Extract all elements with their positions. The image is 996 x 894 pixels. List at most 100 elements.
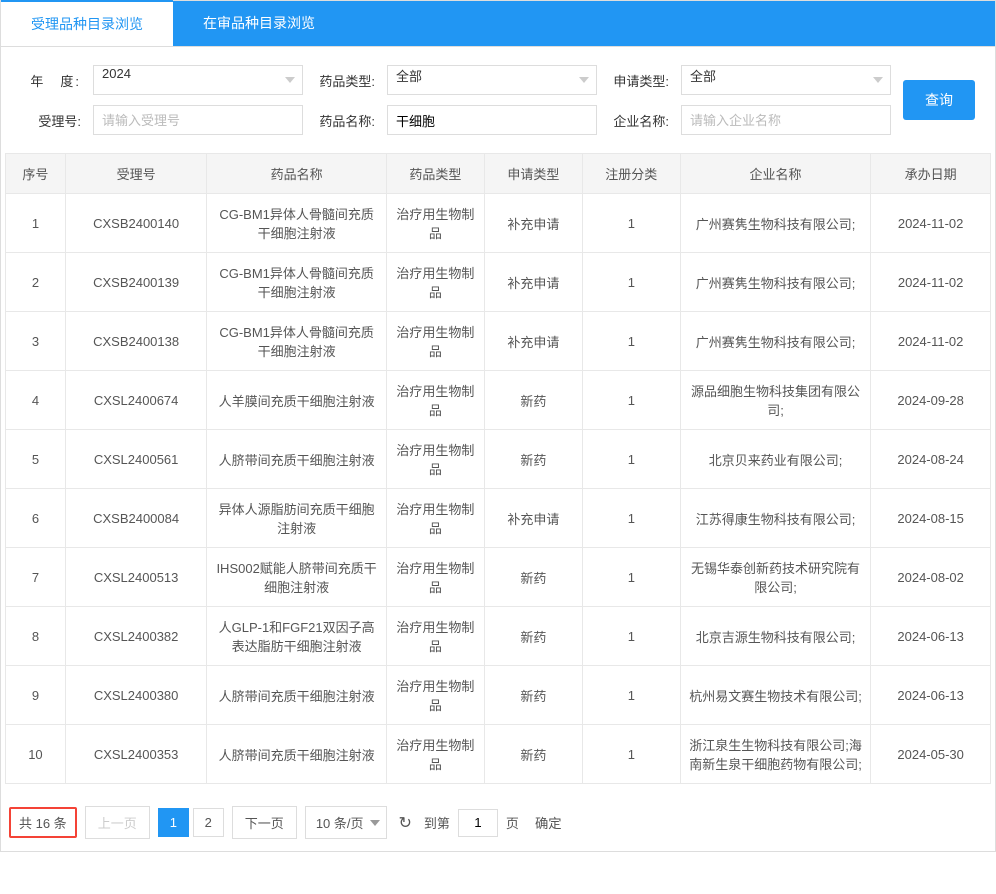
per-page-label: 10 条/页 — [316, 816, 364, 831]
cell-reg_class: 1 — [582, 548, 680, 607]
drug-name-input[interactable] — [387, 105, 597, 135]
query-button[interactable]: 查询 — [903, 80, 975, 120]
year-select[interactable]: 2024 — [93, 65, 303, 95]
table-row: 7CXSL2400513IHS002赋能人脐带间充质干细胞注射液治疗用生物制品新… — [6, 548, 991, 607]
cell-company: 江苏得康生物科技有限公司; — [680, 489, 870, 548]
cell-apply_type: 补充申请 — [484, 253, 582, 312]
main-container: 受理品种目录浏览 在审品种目录浏览 年 度: 2024 药品类型: 全部 申请类… — [0, 0, 996, 852]
cell-date: 2024-08-15 — [871, 489, 991, 548]
cell-seq: 3 — [6, 312, 66, 371]
page-suffix: 页 — [506, 813, 519, 832]
cell-drug_type: 治疗用生物制品 — [386, 194, 484, 253]
cell-company: 无锡华泰创新药技术研究院有限公司; — [680, 548, 870, 607]
cell-drug_type: 治疗用生物制品 — [386, 430, 484, 489]
table-row: 9CXSL2400380人脐带间充质干细胞注射液治疗用生物制品新药1杭州易文赛生… — [6, 666, 991, 725]
cell-drug_type: 治疗用生物制品 — [386, 253, 484, 312]
cell-accept_no: CXSL2400353 — [65, 725, 206, 784]
cell-drug_type: 治疗用生物制品 — [386, 548, 484, 607]
year-label: 年 度: — [21, 71, 81, 90]
table-row: 5CXSL2400561人脐带间充质干细胞注射液治疗用生物制品新药1北京贝来药业… — [6, 430, 991, 489]
cell-apply_type: 补充申请 — [484, 312, 582, 371]
pagination-bar: 共 16 条 上一页 1 2 下一页 10 条/页 ↻ 到第 页 确定 — [1, 794, 995, 851]
cell-accept_no: CXSB2400139 — [65, 253, 206, 312]
cell-drug_name: 人脐带间充质干细胞注射液 — [207, 666, 387, 725]
table-row: 3CXSB2400138CG-BM1异体人骨髓间充质干细胞注射液治疗用生物制品补… — [6, 312, 991, 371]
caret-icon — [370, 820, 380, 826]
cell-date: 2024-09-28 — [871, 371, 991, 430]
cell-date: 2024-11-02 — [871, 253, 991, 312]
cell-seq: 8 — [6, 607, 66, 666]
cell-apply_type: 补充申请 — [484, 489, 582, 548]
company-label: 企业名称: — [609, 111, 669, 130]
table-row: 10CXSL2400353人脐带间充质干细胞注射液治疗用生物制品新药1浙江泉生生… — [6, 725, 991, 784]
cell-reg_class: 1 — [582, 725, 680, 784]
prev-page-button[interactable]: 上一页 — [85, 806, 150, 839]
drug-type-label: 药品类型: — [315, 71, 375, 90]
page-number-1[interactable]: 1 — [158, 808, 189, 837]
cell-drug_name: 异体人源脂肪间充质干细胞注射液 — [207, 489, 387, 548]
results-table: 序号 受理号 药品名称 药品类型 申请类型 注册分类 企业名称 承办日期 1 CX… — [5, 153, 991, 784]
cell-drug_name: CG-BM1异体人骨髓间充质干细胞注射液 — [207, 194, 387, 253]
tab-accepted[interactable]: 受理品种目录浏览 — [1, 0, 173, 46]
company-wrap — [681, 105, 891, 135]
th-company: 企业名称 — [680, 154, 870, 194]
cell-drug_name: IHS002赋能人脐带间充质干细胞注射液 — [207, 548, 387, 607]
per-page-select[interactable]: 10 条/页 — [305, 806, 387, 839]
cell-drug_name: CG-BM1异体人骨髓间充质干细胞注射液 — [207, 312, 387, 371]
cell-company: 源品细胞生物科技集团有限公司; — [680, 371, 870, 430]
cell-accept_no: CXSL2400382 — [65, 607, 206, 666]
cell-date: 2024-11-02 — [871, 194, 991, 253]
drug-name-wrap — [387, 105, 597, 135]
refresh-icon[interactable]: ↻ — [395, 813, 416, 833]
cell-seq: 10 — [6, 725, 66, 784]
cell-drug_type: 治疗用生物制品 — [386, 666, 484, 725]
th-drug-name: 药品名称 — [207, 154, 387, 194]
cell-seq: 4 — [6, 371, 66, 430]
cell-accept_no: CXSL2400380 — [65, 666, 206, 725]
cell-drug_type: 治疗用生物制品 — [386, 607, 484, 666]
cell-reg_class: 1 — [582, 312, 680, 371]
cell-seq: 9 — [6, 666, 66, 725]
table-row: 4CXSL2400674人羊膜间充质干细胞注射液治疗用生物制品新药1源品细胞生物… — [6, 371, 991, 430]
next-page-button[interactable]: 下一页 — [232, 806, 297, 839]
th-seq: 序号 — [6, 154, 66, 194]
cell-accept_no: CXSL2400513 — [65, 548, 206, 607]
cell-drug_name: 人GLP-1和FGF21双因子高表达脂肪干细胞注射液 — [207, 607, 387, 666]
cell-reg_class: 1 — [582, 430, 680, 489]
cell-company: 杭州易文赛生物技术有限公司; — [680, 666, 870, 725]
cell-apply_type: 新药 — [484, 607, 582, 666]
apply-type-select-wrap: 全部 — [681, 65, 891, 95]
th-apply-type: 申请类型 — [484, 154, 582, 194]
table-row: 6CXSB2400084异体人源脂肪间充质干细胞注射液治疗用生物制品补充申请1江… — [6, 489, 991, 548]
company-input[interactable] — [681, 105, 891, 135]
table-header-row: 序号 受理号 药品名称 药品类型 申请类型 注册分类 企业名称 承办日期 — [6, 154, 991, 194]
drug-type-select[interactable]: 全部 — [387, 65, 597, 95]
drug-name-label: 药品名称: — [315, 111, 375, 130]
goto-confirm-button[interactable]: 确定 — [527, 809, 570, 836]
cell-accept_no: CXSL2400674 — [65, 371, 206, 430]
cell-reg_class: 1 — [582, 666, 680, 725]
cell-date: 2024-06-13 — [871, 666, 991, 725]
tab-reviewing[interactable]: 在审品种目录浏览 — [173, 1, 345, 46]
goto-label: 到第 — [424, 813, 450, 832]
goto-page-input[interactable] — [458, 809, 498, 837]
page-number-2[interactable]: 2 — [193, 808, 224, 837]
cell-date: 2024-06-13 — [871, 607, 991, 666]
cell-drug_name: CG-BM1异体人骨髓间充质干细胞注射液 — [207, 253, 387, 312]
cell-drug_type: 治疗用生物制品 — [386, 725, 484, 784]
cell-reg_class: 1 — [582, 253, 680, 312]
cell-reg_class: 1 — [582, 607, 680, 666]
cell-seq: 2 — [6, 253, 66, 312]
cell-date: 2024-08-24 — [871, 430, 991, 489]
apply-type-label: 申请类型: — [609, 71, 669, 90]
tab-bar: 受理品种目录浏览 在审品种目录浏览 — [1, 1, 995, 47]
cell-reg_class: 1 — [582, 194, 680, 253]
apply-type-select[interactable]: 全部 — [681, 65, 891, 95]
cell-apply_type: 新药 — [484, 548, 582, 607]
th-accept-no: 受理号 — [65, 154, 206, 194]
accept-no-input[interactable] — [93, 105, 303, 135]
cell-apply_type: 新药 — [484, 430, 582, 489]
cell-apply_type: 补充申请 — [484, 194, 582, 253]
total-count: 共 16 条 — [9, 807, 77, 838]
cell-reg_class: 1 — [582, 489, 680, 548]
